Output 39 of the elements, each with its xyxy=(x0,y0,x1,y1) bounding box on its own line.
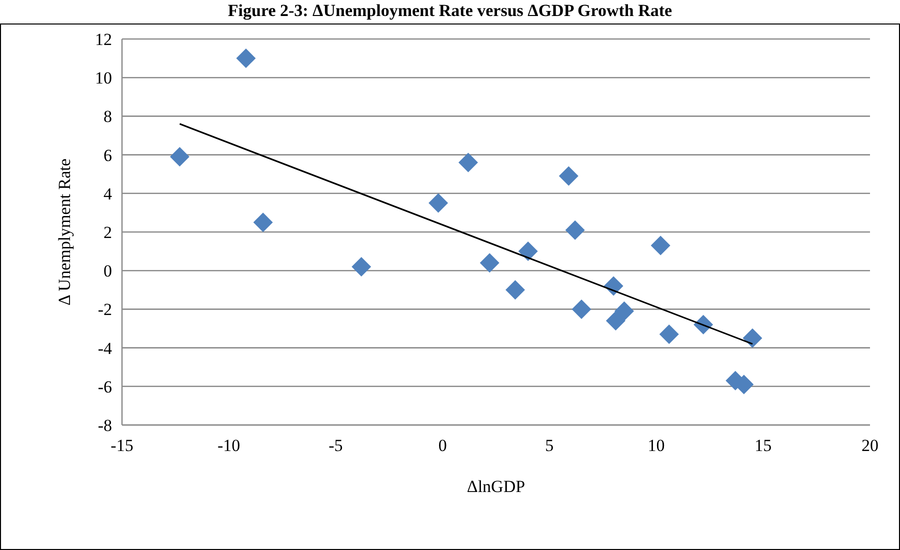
point xyxy=(742,328,762,348)
point xyxy=(480,253,500,273)
point xyxy=(505,280,525,300)
point xyxy=(558,166,578,186)
y-tick-label: -6 xyxy=(98,377,112,396)
y-tick-label: 6 xyxy=(104,146,112,165)
y-tick-label: -4 xyxy=(98,338,112,358)
x-tick-label: 15 xyxy=(754,436,772,455)
y-axis-title: Δ Unemplyment Rate xyxy=(55,158,74,306)
y-tick-label: -2 xyxy=(98,300,112,320)
y-tick-label: 2 xyxy=(104,222,112,242)
point xyxy=(572,299,592,319)
point xyxy=(170,146,190,166)
point xyxy=(458,152,478,172)
point xyxy=(614,301,634,321)
point xyxy=(253,212,273,232)
point xyxy=(518,242,538,262)
point xyxy=(659,324,679,344)
point xyxy=(565,220,585,240)
x-tick-label: -15 xyxy=(110,436,134,455)
x-tick-label: 20 xyxy=(862,436,878,455)
x-tick-label: 10 xyxy=(648,436,665,455)
point xyxy=(236,48,256,68)
x-axis-title: ΔlnGDP xyxy=(466,477,526,496)
point xyxy=(352,256,372,276)
point xyxy=(606,311,626,331)
y-tick-label: 0 xyxy=(104,262,112,281)
chart-title: Figure 2-3: ΔUnemployment Rate versus ΔGDP Growth Rate xyxy=(228,1,673,20)
x-tick-label: -10 xyxy=(218,436,240,455)
y-tick-label: 10 xyxy=(95,68,112,88)
point xyxy=(650,236,670,256)
x-tick-label: 5 xyxy=(545,436,554,455)
y-tick-label: 4 xyxy=(104,184,112,204)
x-tick-label: 0 xyxy=(438,436,447,455)
point xyxy=(428,193,448,213)
y-tick-label: 12 xyxy=(95,30,112,49)
x-tick-label: -5 xyxy=(328,436,343,455)
y-tick-label: -8 xyxy=(98,416,112,435)
y-tick-label: 8 xyxy=(104,107,112,126)
